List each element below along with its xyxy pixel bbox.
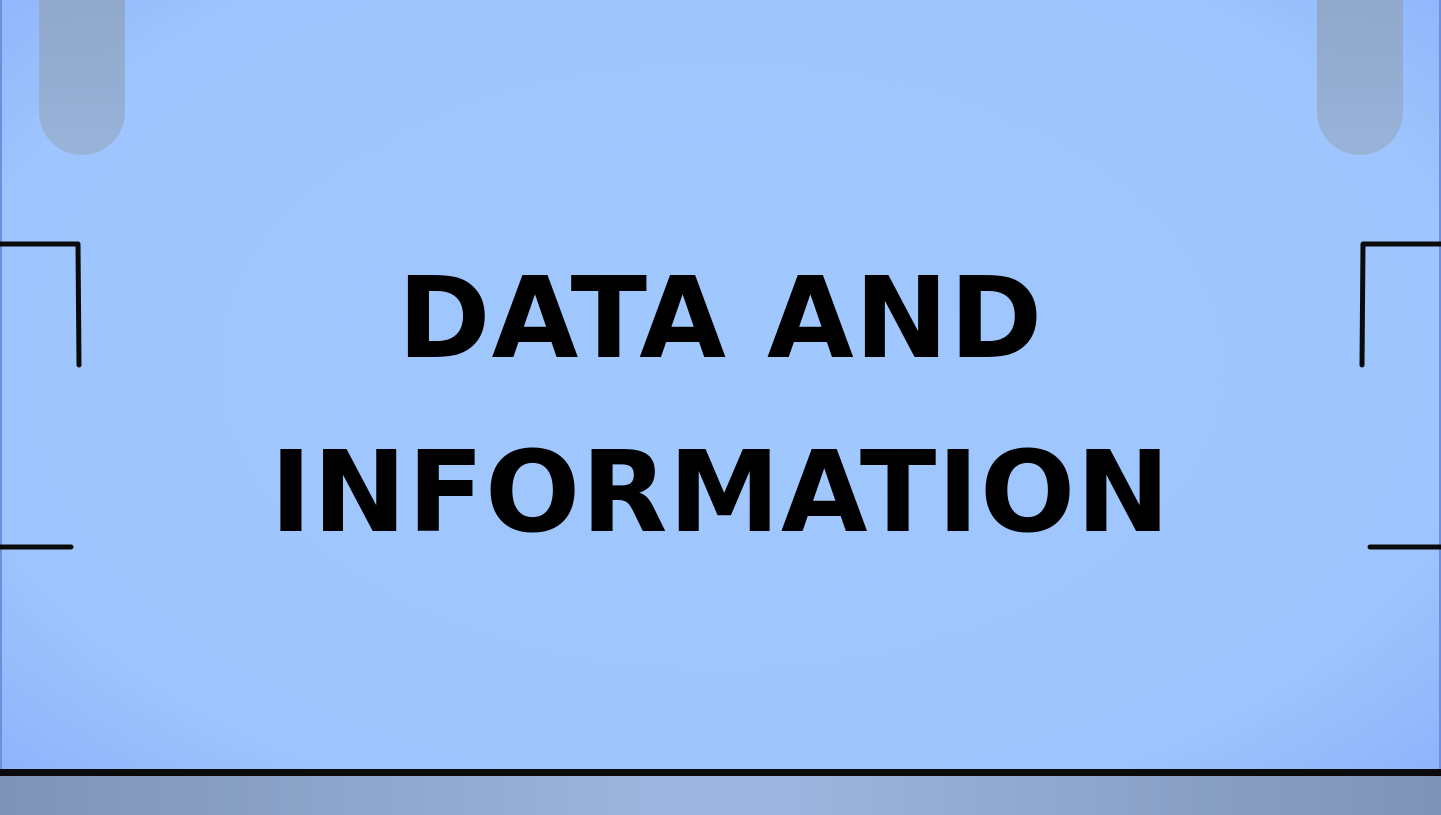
slide-left-edge bbox=[0, 0, 2, 769]
decorative-tab-left bbox=[39, 0, 125, 155]
slide-title-line-2: INFORMATION bbox=[270, 428, 1171, 558]
slide-right-edge bbox=[1439, 0, 1441, 769]
bottom-band bbox=[0, 776, 1441, 815]
bottom-rule bbox=[0, 769, 1441, 776]
slide-title-line-1: DATA AND bbox=[397, 254, 1044, 384]
slide-title: DATA AND INFORMATION bbox=[170, 232, 1271, 580]
decorative-tab-right bbox=[1317, 0, 1403, 155]
bracket-top-right bbox=[1359, 241, 1441, 368]
bracket-top-left bbox=[0, 241, 82, 368]
